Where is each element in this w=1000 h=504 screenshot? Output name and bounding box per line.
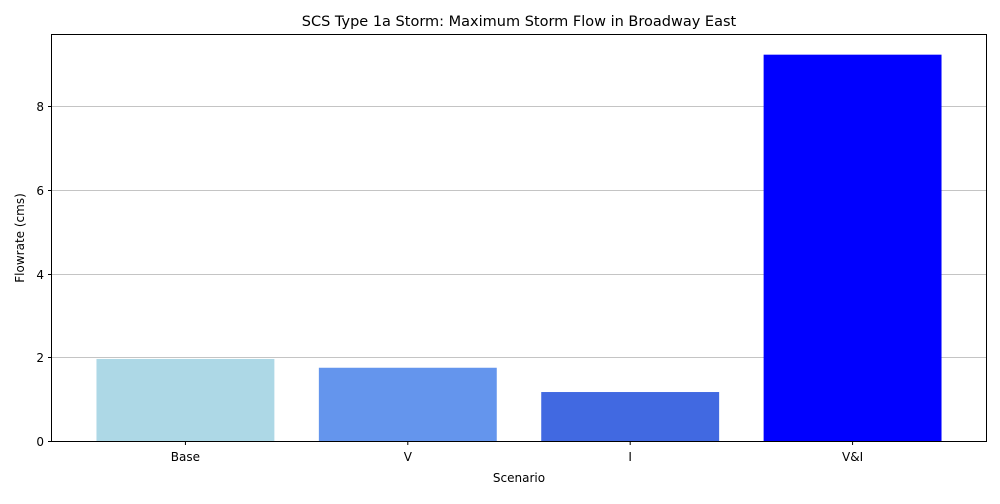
x-tick-label: V [404, 450, 413, 464]
bar-base [96, 358, 275, 441]
plot-area-frame [51, 34, 987, 442]
y-tick-label: 4 [36, 268, 44, 282]
bar-v-i [763, 54, 942, 441]
bar-i [541, 392, 720, 441]
y-axis-ticks: 0 2 4 6 8 [36, 100, 52, 449]
chart-title: SCS Type 1a Storm: Maximum Storm Flow in… [302, 14, 737, 30]
y-axis-label: Flowrate (cms) [13, 193, 27, 282]
x-tick-label: Base [171, 450, 200, 464]
bars [96, 54, 942, 441]
y-tick-label: 8 [36, 100, 44, 114]
x-axis-ticks: Base V I V&I [171, 441, 863, 464]
y-tick-label: 2 [36, 351, 44, 365]
bar-v [318, 367, 497, 441]
x-tick-label: V&I [842, 450, 863, 464]
y-tick-label: 0 [36, 435, 44, 449]
x-tick-label: I [628, 450, 632, 464]
x-axis-label: Scenario [493, 471, 545, 485]
y-tick-label: 6 [36, 184, 44, 198]
